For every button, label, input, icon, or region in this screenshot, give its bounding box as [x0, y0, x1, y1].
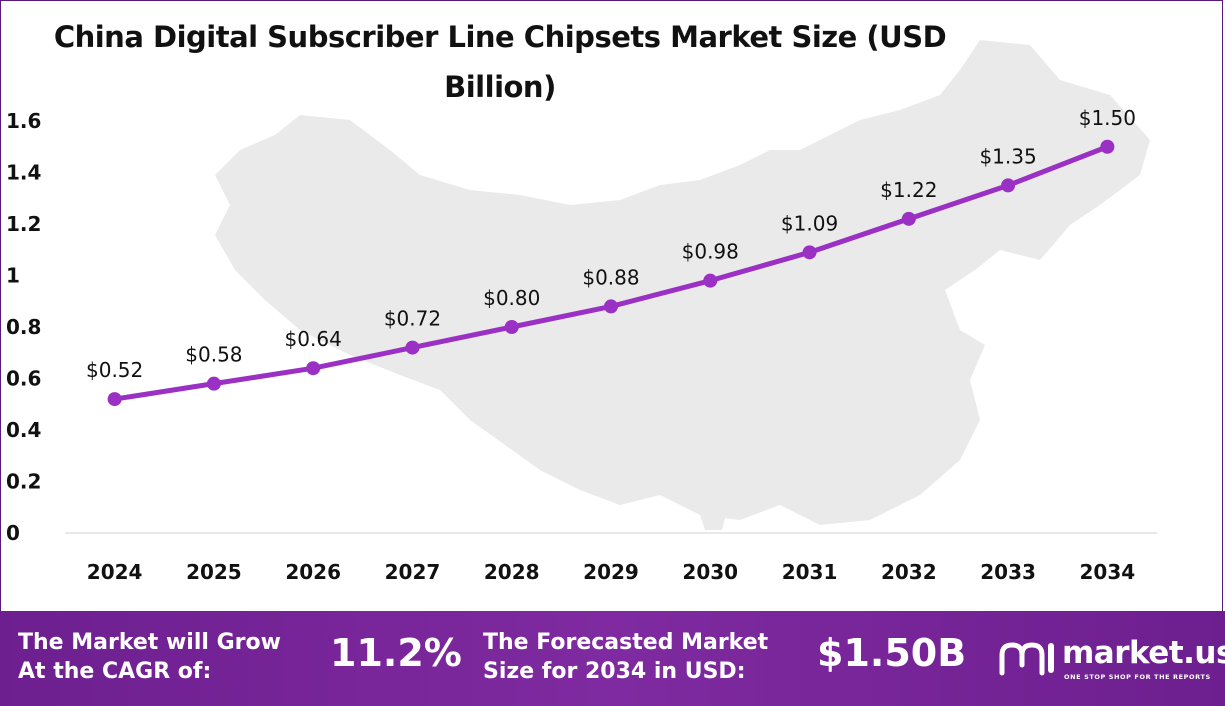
- chart-title-line-1: China Digital Subscriber Line Chipsets M…: [53, 20, 947, 54]
- data-point: [703, 273, 718, 288]
- series-market-size: $0.52 $0.58 $0.64 $0.72 $0.80 $0.88 $0.98 $1.09…: [86, 106, 1136, 407]
- x-tick-label: 2033: [980, 560, 1036, 584]
- y-tick-label: 1.2: [6, 212, 41, 236]
- china-map-watermark: [215, 40, 1150, 530]
- x-axis: 2024 2025 2026 2027 2028 2029 2030 2031 2032 2033…: [65, 532, 1157, 584]
- x-tick-label: 2029: [583, 560, 639, 584]
- footer-banner: The Market will Grow At the CAGR of: 11.…: [0, 611, 1225, 706]
- y-tick-label: 0.8: [6, 315, 41, 339]
- cagr-value: 11.2%: [330, 631, 462, 675]
- data-label: $1.50: [1079, 106, 1136, 130]
- x-tick-label: 2028: [484, 560, 540, 584]
- data-point: [604, 299, 618, 314]
- data-point: [405, 340, 420, 355]
- y-tick-label: 0.6: [6, 367, 41, 391]
- data-point: [107, 392, 122, 407]
- y-axis: 0 0.2 0.4 0.6 0.8 1 1.2 1.4 1.6: [6, 109, 41, 545]
- data-label: $0.80: [483, 286, 540, 310]
- y-tick-label: 0.2: [6, 470, 41, 494]
- x-tick-label: 2027: [385, 560, 441, 584]
- data-label: $0.72: [384, 307, 441, 331]
- market-us-logo-icon: [999, 642, 1054, 676]
- y-tick-label: 1: [6, 264, 20, 288]
- y-tick-label: 0: [6, 521, 20, 545]
- data-label: $0.88: [582, 265, 639, 289]
- y-tick-label: 1.4: [6, 161, 41, 185]
- forecast-value: $1.50B: [817, 631, 967, 675]
- brand-tagline: ONE STOP SHOP FOR THE REPORTS: [1064, 673, 1211, 681]
- data-point: [1001, 178, 1016, 193]
- y-tick-label: 0.4: [6, 418, 41, 442]
- data-label: $0.64: [285, 327, 342, 351]
- x-tick-label: 2026: [285, 560, 341, 584]
- brand-logo: market.us ONE STOP SHOP FOR THE REPORTS: [996, 633, 1225, 693]
- x-tick-label: 2032: [881, 560, 937, 584]
- data-point: [306, 361, 321, 376]
- x-tick-label: 2034: [1080, 560, 1136, 584]
- data-label: $1.09: [781, 211, 838, 235]
- x-tick-label: 2031: [782, 560, 838, 584]
- data-label: $1.22: [880, 178, 937, 202]
- x-tick-label: 2025: [186, 560, 242, 584]
- x-tick-label: 2030: [682, 560, 738, 584]
- line-chart: 2024 2025 2026 2027 2028 2029 2030 2031 2032 2033…: [6, 40, 1157, 584]
- cagr-label: The Market will Grow At the CAGR of:: [18, 630, 281, 684]
- data-point: [802, 245, 817, 260]
- forecast-label: The Forecasted Market Size for 2034 in U…: [483, 630, 769, 684]
- x-tick-label: 2024: [87, 560, 143, 584]
- chart-title: China Digital Subscriber Line Chipsets M…: [20, 12, 980, 112]
- data-point: [206, 376, 221, 391]
- data-label: $0.98: [682, 240, 739, 264]
- chart-title-line-2: Billion): [444, 70, 556, 104]
- data-label: $0.58: [185, 343, 242, 367]
- data-label: $0.52: [86, 358, 143, 382]
- data-point: [504, 320, 519, 334]
- data-label: $1.35: [979, 144, 1036, 168]
- y-tick-label: 1.6: [6, 109, 41, 133]
- data-point: [1100, 139, 1115, 154]
- brand-name: market.us: [1062, 635, 1225, 671]
- data-point: [901, 211, 916, 226]
